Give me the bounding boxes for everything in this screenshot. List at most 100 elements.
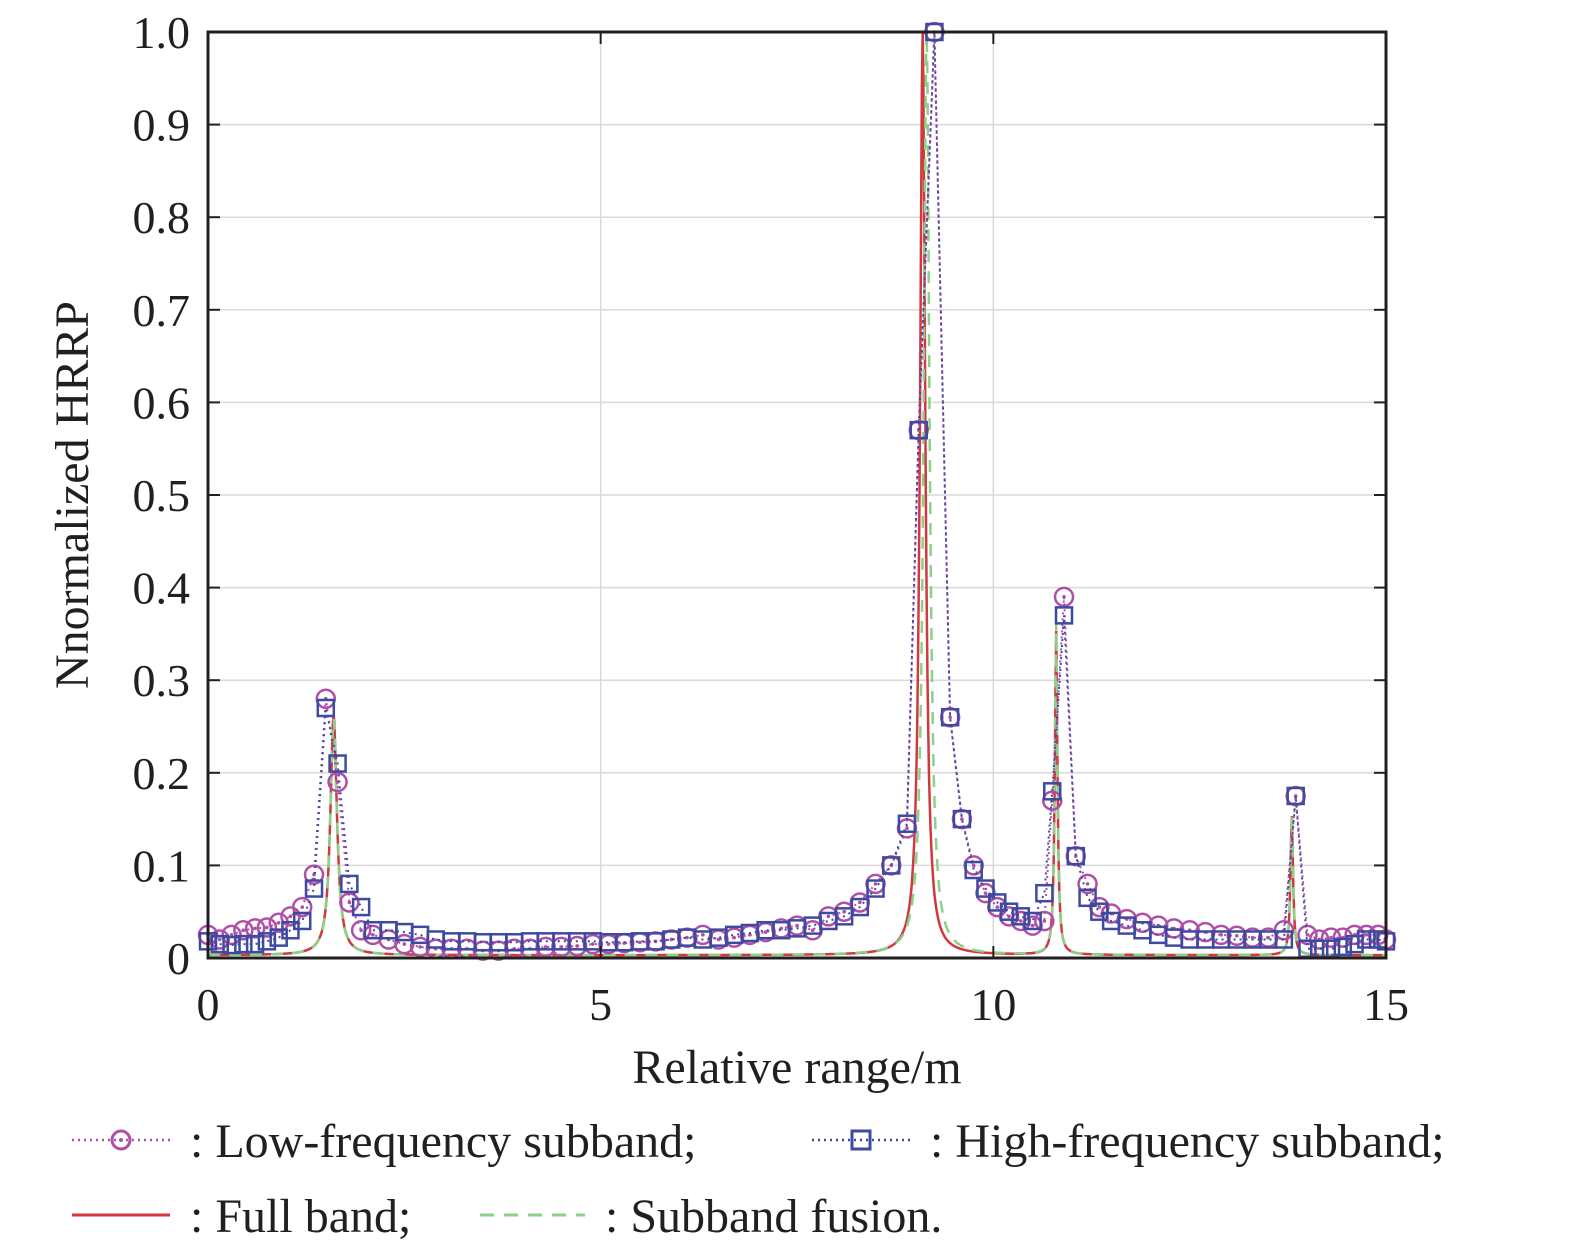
legend-item-full-band: : Full band; xyxy=(72,1190,411,1243)
data-point-low-frequency-center xyxy=(1234,933,1239,938)
data-point-high-frequency xyxy=(292,911,312,931)
data-point-high-frequency xyxy=(850,897,870,917)
data-point-high-frequency xyxy=(988,893,1007,912)
data-point-low-frequency-center xyxy=(575,944,579,948)
data-point-high-frequency xyxy=(1023,911,1042,931)
data-point-high-frequency xyxy=(304,879,324,898)
data-point-low-frequency xyxy=(339,892,360,913)
data-point-low-frequency xyxy=(1273,919,1295,941)
data-point-high-frequency xyxy=(1274,930,1294,949)
x-axis-title: Relative range/m xyxy=(632,1041,961,1094)
data-point-low-frequency-center xyxy=(1085,882,1090,886)
data-point-low-frequency xyxy=(350,919,372,941)
data-point-low-frequency-center xyxy=(371,933,375,937)
data-point-low-frequency xyxy=(315,688,337,709)
data-point-high-frequency xyxy=(316,698,336,718)
data-point-high-frequency xyxy=(1333,937,1353,957)
data-point-low-frequency-center xyxy=(700,933,705,937)
data-point-high-frequency xyxy=(940,707,960,727)
data-point-high-frequency xyxy=(1035,883,1054,903)
data-point-low-frequency-center xyxy=(418,945,422,949)
tick-labels: 0 5 10 15 0 0.1 0.2 0.3 0.4 0.5 0.6 0.7 0.8 0.9 1.0 xyxy=(133,7,1410,1030)
data-point-low-frequency-center xyxy=(217,937,222,942)
legend-swatch-low-frequency-marker xyxy=(110,1129,132,1151)
data-point-low-frequency-center xyxy=(948,715,952,720)
data-point-high-frequency xyxy=(1357,930,1376,949)
data-point-low-frequency-center xyxy=(265,925,269,930)
data-point-high-frequency xyxy=(340,874,359,894)
data-point-low-frequency-center xyxy=(810,928,815,933)
data-point-low-frequency-center xyxy=(960,817,964,821)
data-point-high-frequency xyxy=(834,907,854,926)
y-tick-label: 0.2 xyxy=(133,748,191,799)
x-tick-label: 0 xyxy=(197,979,220,1030)
legend-swatch-high-frequency-marker xyxy=(850,1129,872,1151)
data-point-low-frequency-center xyxy=(359,928,363,933)
series-line-3 xyxy=(208,31,1386,957)
data-point-low-frequency-center xyxy=(1266,935,1270,940)
data-point-high-frequency xyxy=(964,860,983,880)
data-point-low-frequency-center xyxy=(905,826,909,831)
data-point-high-frequency xyxy=(1054,606,1074,625)
data-point-high-frequency xyxy=(351,897,371,917)
data-point-low-frequency xyxy=(1034,910,1055,932)
data-point-low-frequency-center xyxy=(732,935,736,940)
data-point-low-frequency-center xyxy=(971,863,976,868)
data-point-low-frequency-center xyxy=(1305,933,1310,937)
legend-item-subband-fusion: : Subband fusion. xyxy=(480,1190,942,1243)
data-point-high-frequency xyxy=(909,420,928,440)
data-point-low-frequency xyxy=(394,933,415,955)
data-point-low-frequency-center xyxy=(402,942,407,946)
data-point-low-frequency-center xyxy=(276,921,281,925)
data-point-low-frequency-center xyxy=(1364,933,1369,937)
series-layer xyxy=(197,21,1397,961)
data-point-low-frequency-center xyxy=(1329,935,1333,940)
grid xyxy=(208,32,1386,958)
data-point-low-frequency-center xyxy=(748,933,752,937)
data-point-low-frequency xyxy=(221,924,242,946)
data-point-low-frequency-center xyxy=(543,945,548,949)
data-point-low-frequency-center xyxy=(253,926,257,931)
data-point-high-frequency xyxy=(1042,782,1062,801)
series-line-1 xyxy=(207,31,1387,950)
x-tick-label: 10 xyxy=(970,979,1016,1030)
legend-item-low-frequency: : Low-frequency subband; xyxy=(72,1115,697,1168)
y-tick-label: 0.5 xyxy=(133,470,191,521)
data-point-low-frequency xyxy=(256,917,278,938)
data-point-low-frequency-center xyxy=(1062,595,1066,599)
y-tick-label: 0.8 xyxy=(133,192,191,243)
data-point-high-frequency xyxy=(1345,934,1364,954)
data-point-low-frequency xyxy=(233,919,254,941)
data-point-high-frequency xyxy=(866,879,885,898)
data-point-low-frequency xyxy=(1148,915,1169,936)
data-point-high-frequency xyxy=(245,934,265,954)
y-tick-label: 0.9 xyxy=(133,100,191,151)
data-point-low-frequency xyxy=(291,896,313,918)
y-axis-title: Nnormalized HRRP xyxy=(46,301,99,689)
data-point-low-frequency-center xyxy=(873,882,878,886)
data-point-low-frequency-center xyxy=(795,923,799,928)
legend-label-high-frequency: : High-frequency subband; xyxy=(930,1115,1445,1168)
legend-swatch-low-frequency-dot xyxy=(119,1138,123,1142)
data-point-low-frequency xyxy=(303,864,325,885)
data-point-low-frequency-center xyxy=(685,935,689,940)
data-point-high-frequency xyxy=(1286,786,1305,806)
data-point-high-frequency xyxy=(257,932,277,951)
legend-item-high-frequency: : High-frequency subband; xyxy=(812,1115,1445,1168)
y-tick-label: 0.4 xyxy=(133,563,191,614)
data-point-high-frequency xyxy=(281,920,300,940)
data-point-high-frequency xyxy=(328,754,347,773)
data-point-low-frequency-center xyxy=(559,945,564,949)
legend-label-full-band: : Full band; xyxy=(190,1190,411,1243)
data-point-low-frequency-center xyxy=(1019,919,1023,923)
data-point-low-frequency-center xyxy=(716,937,721,942)
legend: : Low-frequency subband; : High-frequenc… xyxy=(72,1115,1445,1243)
data-point-low-frequency-center xyxy=(347,900,352,905)
data-point-low-frequency-center xyxy=(842,909,846,914)
data-point-high-frequency xyxy=(1078,888,1097,908)
data-point-high-frequency xyxy=(1090,902,1109,921)
y-tick-label: 1.0 xyxy=(133,7,191,58)
data-point-high-frequency xyxy=(1066,846,1086,866)
